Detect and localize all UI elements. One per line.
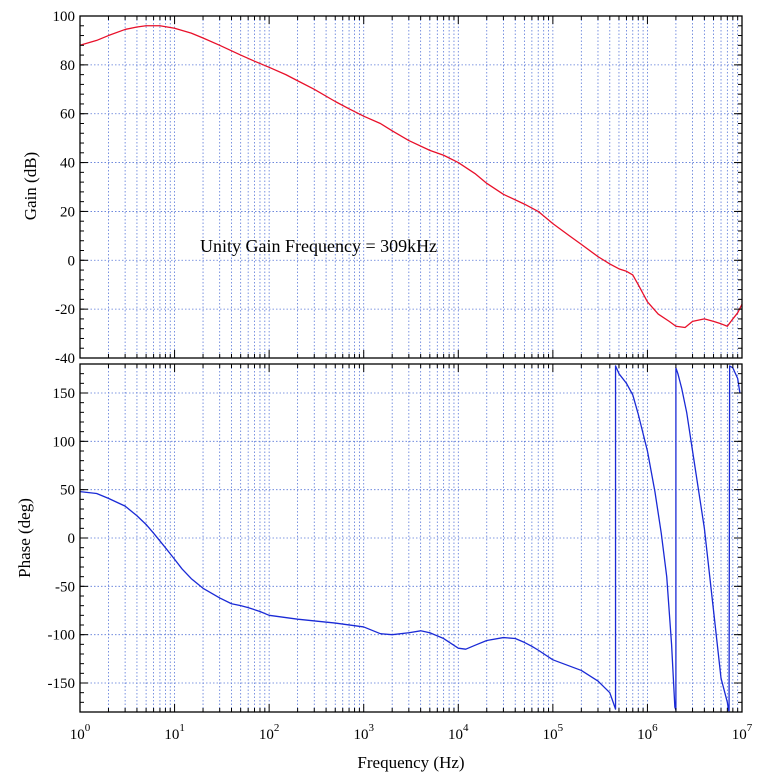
gain-panel: Unity Gain Frequency = 309kHz -40 -20 0 20 4… <box>21 9 743 367</box>
phase-y-tick-labels: -150 -100 -50 0 50 100 150 <box>48 386 76 692</box>
phase-ytick-label: -150 <box>48 676 76 692</box>
phase-tick-marks <box>79 363 742 713</box>
gain-series-line <box>79 25 743 329</box>
frequency-tick-label: 100 <box>70 722 91 743</box>
frequency-tick-label: 103 <box>353 722 374 743</box>
gain-ytick-label: -20 <box>55 302 75 318</box>
gain-plot-frame <box>79 15 743 359</box>
gain-gridlines <box>80 16 742 358</box>
gain-ytick-label: 80 <box>60 58 75 74</box>
frequency-tick-label: 101 <box>164 722 185 743</box>
frequency-tick-label: 102 <box>259 722 280 743</box>
phase-ytick-label: 0 <box>68 531 76 547</box>
gain-y-tick-labels: -40 -20 0 20 40 60 80 100 <box>53 9 76 367</box>
gain-ytick-label: -40 <box>55 351 75 367</box>
gain-ytick-label: 60 <box>60 107 75 123</box>
frequency-axis-label: Frequency (Hz) <box>357 753 464 772</box>
frequency-tick-label: 105 <box>543 722 564 743</box>
phase-gridlines <box>80 364 742 712</box>
phase-plot-frame <box>79 363 743 713</box>
frequency-tick-label: 107 <box>732 722 753 743</box>
phase-ytick-label: 50 <box>60 483 75 499</box>
gain-tick-marks <box>79 15 742 359</box>
phase-ytick-label: 100 <box>53 434 76 450</box>
phase-ytick-label: -50 <box>55 579 75 595</box>
gain-ytick-label: 20 <box>60 204 75 220</box>
gain-ytick-label: 100 <box>53 9 76 25</box>
frequency-tick-label: 106 <box>637 722 658 743</box>
frequency-tick-labels: 100 101 102 103 104 105 106 107 <box>70 722 753 743</box>
gain-ytick-label: 0 <box>68 253 76 269</box>
phase-axis-label: Phase (deg) <box>15 498 34 578</box>
gain-axis-label: Gain (dB) <box>21 152 40 220</box>
gain-ytick-label: 40 <box>60 156 75 172</box>
phase-series-line <box>79 365 741 712</box>
frequency-tick-label: 104 <box>448 722 469 743</box>
phase-ytick-label: -100 <box>48 628 76 644</box>
phase-ytick-label: 150 <box>53 386 76 402</box>
unity-gain-annotation: Unity Gain Frequency = 309kHz <box>200 236 437 256</box>
